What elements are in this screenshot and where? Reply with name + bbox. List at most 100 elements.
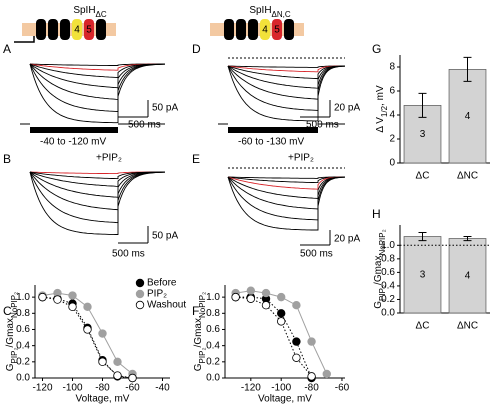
n-label: 3 [420,269,426,280]
scale-label-x: 500 ms [306,120,339,131]
construct-sub: ΔN,C [272,10,291,19]
x-tick-label: -100 [62,383,82,394]
scale-label-y: 20 pA [334,103,360,114]
y-tick-label: 0.4 [381,281,395,292]
y-tick-label: 1.0 [381,240,395,251]
construct-title: SpIHΔN,C [249,5,291,19]
data-point [68,291,77,300]
error-bar [463,236,472,242]
data-point [277,292,286,302]
panel-letter: A [3,42,11,56]
current-trace [29,171,165,224]
segment-label: 2 [238,25,244,36]
data-point [261,301,271,310]
x-tick-label: ΔNC [457,171,478,182]
y-tick-label: 0.8 [16,308,30,319]
legend-marker [135,289,145,299]
data-point [113,357,122,367]
axis-label: GPIP₂/GmaxNoPIP₂ [5,292,19,371]
x-tick-label: -60 [125,383,140,394]
data-point [307,372,316,381]
segment [260,19,270,40]
x-tick-label: ΔNC [457,321,478,332]
current-trace [29,171,166,235]
current-trace [227,176,346,210]
data-point [53,295,62,304]
y-tick-label: 0.0 [206,373,220,384]
label-part: NoPIP₂ [378,229,387,255]
construct-name: SpIH [73,5,95,16]
y-tick-label: 0.2 [16,356,30,367]
y-tick-label: 4 [389,110,395,121]
y-tick-label: 0.6 [381,267,395,278]
condition-label: +PIP₂ [288,153,314,164]
construct-name: SpIH [249,5,271,16]
segment [236,19,246,40]
axis-label: GPIP₂/GmaxNoPIP₂ [193,292,207,371]
data-point [277,309,286,318]
x-tick-label: -100 [271,383,291,394]
data-point [113,371,122,380]
current-trace [227,176,345,190]
bar [448,238,487,314]
current-trace [227,65,345,111]
segment [84,19,94,40]
y-tick-label: 2 [389,134,395,145]
label-part: NoPIP₂ [198,292,207,318]
y-tick-label: 0.6 [206,324,220,335]
segment [36,19,46,40]
x-tick-label: -120 [241,383,261,394]
data-point [292,301,301,310]
legend-marker [135,278,145,288]
x-tick-label: -120 [32,383,52,394]
data-point [98,357,107,367]
axis-label: GPIP₂/GmaxNoPIP₂ [373,229,387,308]
label-part: PIP₂ [198,347,207,363]
label-part: Δ V [375,117,386,133]
fit-line [235,296,313,379]
segment [284,19,294,40]
protocol-label: -40 to -120 mV [40,137,106,148]
x-tick-label: -80 [304,383,319,394]
segment-label: 6 [98,25,104,36]
segment-label: 2 [50,25,56,36]
label-part: PIP₂ [10,347,19,363]
label-part: PIP₂ [378,285,387,301]
x-tick-label: ΔC [416,321,430,332]
y-tick-label: 1.0 [16,292,30,303]
data-point [83,302,92,312]
legend-label: Before [147,278,177,289]
current-trace [29,63,166,124]
segment [72,19,82,40]
data-point [231,292,240,302]
segment [48,19,58,40]
current-trace [29,63,165,78]
data-point [246,294,256,303]
scale-label-x: 500 ms [112,249,145,260]
segment-label: 1 [38,25,44,36]
segment-label: 3 [62,25,68,36]
panel-letter: H [372,207,381,221]
segment-label: 4 [262,25,268,36]
protocol-step [228,127,318,133]
current-trace [29,63,165,89]
data-point [128,373,137,383]
data-point [261,288,271,298]
current-trace [29,171,166,211]
protocol-step [30,127,118,133]
current-trace [227,65,346,122]
data-point [38,292,47,302]
segment-label: 1 [226,25,232,36]
label-part: NoPIP₂ [10,292,19,318]
segment [248,19,258,40]
panel-letter: F [192,304,199,318]
error-bar [418,92,427,118]
segment [60,19,70,40]
condition-label: +PIP₂ [96,153,122,164]
axis-label: Δ V1/2, mV [375,85,389,133]
x-tick-label: -60 [335,383,350,394]
error-bar [463,56,472,82]
y-tick-label: 0.4 [206,340,220,351]
legend-label: Washout [147,300,186,311]
